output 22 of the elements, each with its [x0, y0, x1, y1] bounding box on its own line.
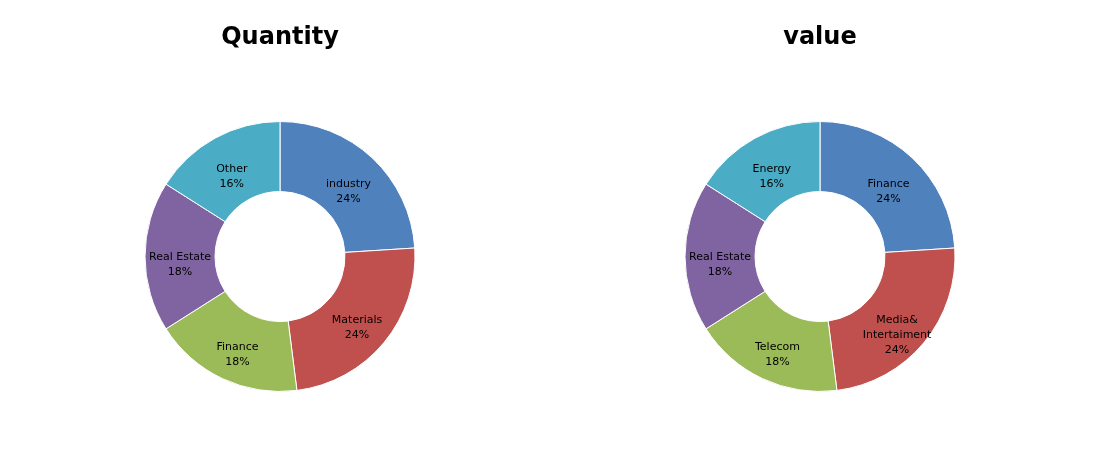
slice-label: Real Estate [688, 249, 752, 263]
chart-title: value [783, 22, 857, 50]
slice-label: Media& Intertaiment [862, 313, 933, 342]
slice-label: Energy [752, 161, 792, 175]
data-label: 18% [225, 354, 250, 368]
data-label: 16% [219, 176, 245, 190]
data-label: 24% [876, 191, 901, 205]
data-label: 24% [344, 328, 370, 342]
data-label: 18% [167, 264, 193, 278]
slice-label: Real Estate [148, 249, 212, 263]
slice-label: Finance [216, 339, 259, 353]
data-label: 18% [765, 354, 790, 368]
data-label: 16% [759, 176, 785, 190]
slice-label: Telecom [753, 339, 800, 353]
slice-label: Materials [331, 313, 383, 327]
data-label: 24% [336, 191, 361, 205]
slice-label: industry [325, 176, 372, 190]
chart-title: Quantity [221, 22, 340, 50]
data-label: 18% [707, 264, 733, 278]
slice-label: Other [216, 161, 248, 175]
slice-label: Finance [867, 176, 910, 190]
data-label: 24% [884, 343, 910, 357]
